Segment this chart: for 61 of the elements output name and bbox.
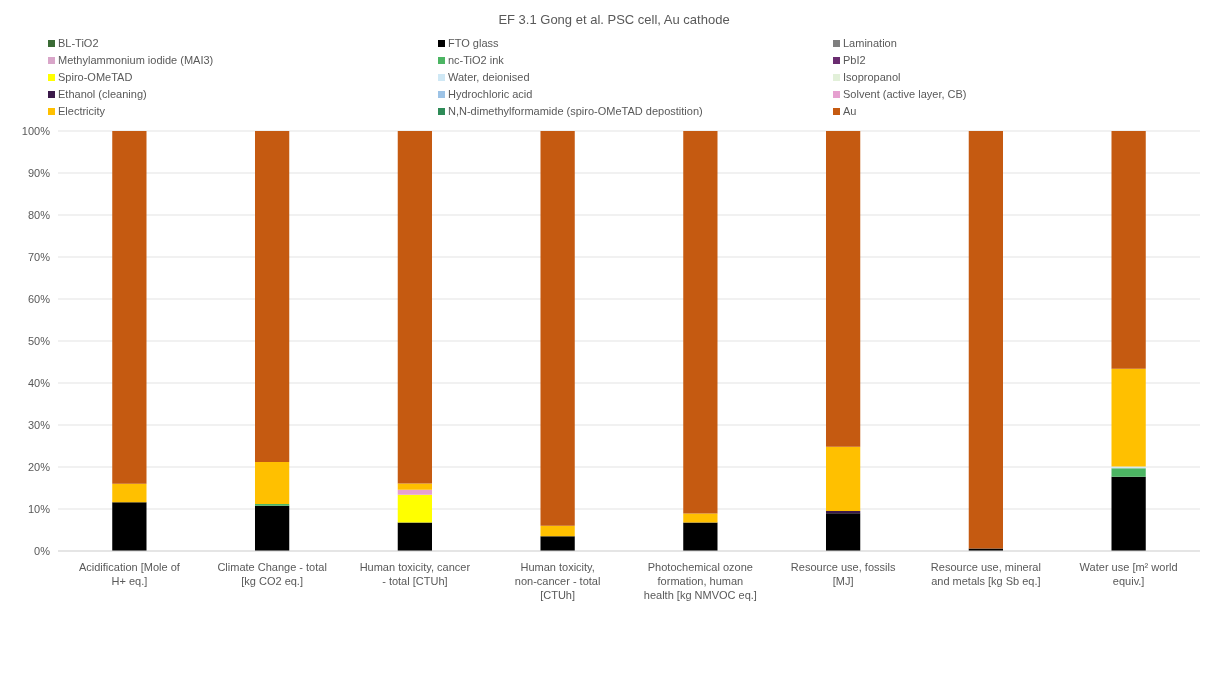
bar [112, 502, 147, 551]
x-tick-label: Photochemical ozone formation, human health [kg NMVOC eq.] [643, 561, 757, 601]
bar [968, 131, 1004, 549]
bar [255, 505, 290, 551]
bar [540, 536, 575, 551]
bar [826, 446, 861, 512]
bar [397, 489, 433, 495]
x-tick-label: Resource use, fossils [MJ] [790, 561, 896, 587]
x-tick-label: Human toxicity, non-cancer - total [CTUh] [514, 561, 601, 601]
bar [112, 131, 147, 484]
bar [1111, 368, 1146, 467]
legend-label: BL-TiO2 [58, 37, 99, 49]
bar [540, 131, 575, 526]
chart-title: EF 3.1 Gong et al. PSC cell, Au cathode [497, 11, 731, 29]
bar [397, 131, 433, 484]
x-tick-label: Water use [m² world equiv.] [1079, 561, 1178, 587]
bar [255, 131, 290, 462]
legend-label: FTO glass [448, 37, 499, 49]
bar [683, 513, 718, 523]
y-tick-label: 50% [27, 334, 51, 347]
legend-label: Isopropanol [843, 71, 901, 83]
y-tick-label: 100% [21, 124, 51, 137]
legend-label: Electricity [58, 105, 106, 117]
bar [540, 525, 575, 537]
bar [683, 131, 718, 514]
y-tick-label: 60% [27, 292, 51, 305]
y-tick-label: 10% [27, 502, 51, 515]
legend-label: Au [843, 105, 857, 117]
legend-label: Lamination [843, 37, 897, 49]
bar [683, 522, 718, 551]
x-tick-label: Resource use, mineral and metals [kg Sb eq.] [930, 561, 1041, 587]
y-tick-label: 80% [27, 208, 51, 221]
legend-label: Spiro-OMeTAD [58, 71, 133, 83]
bar [1111, 476, 1146, 551]
legend-label: Hydrochloric acid [448, 88, 533, 100]
bar [397, 494, 433, 523]
y-tick-label: 70% [27, 250, 51, 263]
bar [112, 483, 147, 503]
x-tick-label: Climate Change - total [kg CO2 eq.] [217, 561, 327, 587]
legend-label: Water, deionised [448, 71, 530, 83]
bar [826, 513, 861, 551]
legend-label: Ethanol (cleaning) [58, 88, 147, 100]
bar [255, 461, 290, 504]
bar [826, 511, 861, 514]
y-tick-label: 30% [27, 418, 51, 431]
bar [397, 483, 433, 490]
x-tick-label: Acidification [Mole of H+ eq.] [78, 561, 181, 587]
bar [1111, 468, 1146, 477]
legend-label: PbI2 [843, 54, 866, 66]
legend-label: Solvent (active layer, CB) [843, 88, 967, 100]
bar [397, 522, 433, 551]
y-tick-label: 40% [27, 376, 51, 389]
y-tick-label: 90% [27, 166, 51, 179]
legend-label: N,N-dimethylformamide (spiro-OMeTAD depostition) [448, 105, 703, 117]
legend-label: nc-TiO2 ink [448, 54, 504, 66]
x-tick-label: Human toxicity, cancer - total [CTUh] [359, 561, 471, 587]
bar [1111, 131, 1146, 369]
legend-label: Methylammonium iodide (MAI3) [58, 54, 214, 66]
y-tick-label: 20% [27, 460, 51, 473]
y-tick-label: 0% [34, 544, 51, 557]
bar [826, 131, 861, 447]
